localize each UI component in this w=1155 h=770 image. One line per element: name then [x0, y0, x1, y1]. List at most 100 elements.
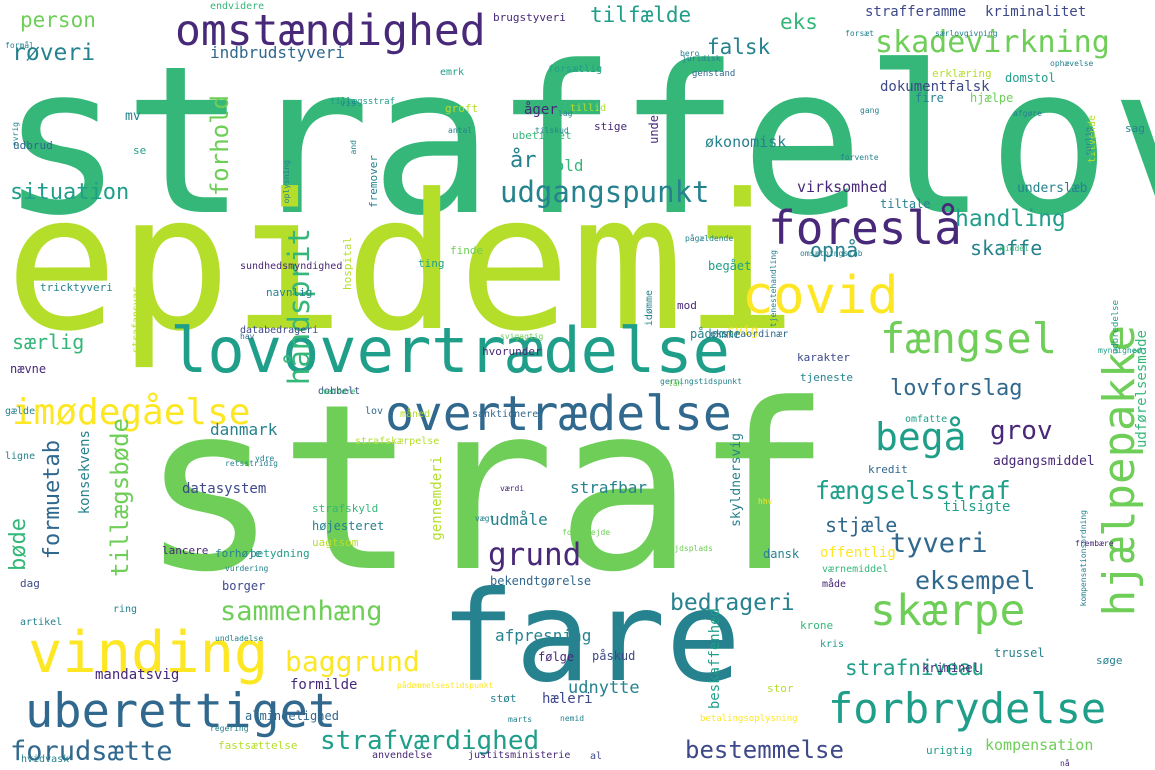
word-maade: måde — [822, 579, 847, 590]
word-idoemme: idømme — [644, 290, 655, 327]
word-overtraedelse: overtrædelse — [385, 386, 732, 442]
word-vurdering: vurdering — [225, 564, 269, 573]
word-grund: grund — [488, 537, 582, 573]
word-dobbelt: dobbelt — [318, 386, 361, 397]
word-stoet: støt — [490, 692, 517, 705]
word-regering: regering — [210, 724, 249, 733]
word-fare: fare — [440, 565, 742, 710]
word-sammenhaeng: sammenhæng — [220, 596, 383, 627]
word-faengsel: fængsel — [880, 314, 1058, 363]
word-saerlovgivning: særlovgivning — [935, 29, 998, 38]
word-kredit: kredit — [868, 463, 908, 476]
word-adgangsmiddel: adgangsmiddel — [993, 454, 1095, 469]
word-domstol: domstol — [1005, 71, 1056, 85]
word-udnytte: udnytte — [568, 678, 640, 698]
word-strafbar: strafbar — [570, 478, 648, 497]
word-formilde: formilde — [290, 677, 358, 693]
word-dag: dag — [20, 577, 40, 590]
word-vold: vold — [545, 156, 584, 175]
word-strafskyld: strafskyld — [312, 502, 379, 515]
word-myndighed: myndighed — [1098, 346, 1142, 355]
word-formuetab: formuetab — [40, 440, 65, 560]
word-haandsprit: håndsprit — [282, 228, 316, 386]
word-stor: stor — [767, 682, 794, 695]
word-kriminel: kriminel — [922, 661, 980, 675]
word-oplysning: oplysning — [282, 160, 291, 204]
word-ting: ting — [418, 257, 445, 270]
word-gaelde: gælde — [5, 406, 36, 417]
word-dokumentfalsk: dokumentfalsk — [880, 79, 990, 95]
word-naa: nå — [1060, 759, 1070, 768]
word-mod: mod — [677, 299, 697, 312]
word-aar: år — [510, 148, 537, 173]
word-gang: gang — [860, 106, 880, 115]
word-tillaegsstraf: tillægsstraf — [330, 97, 396, 107]
word-strafvaerdighed: strafværdighed — [320, 726, 540, 756]
word-grov: grov — [990, 416, 1053, 446]
word-omstaendighed: omstændighed — [175, 6, 486, 56]
word-foreslaa: foreslå — [768, 201, 962, 255]
word-karakter: karakter — [797, 351, 850, 364]
word-retsstridig: retsstridig — [225, 459, 278, 468]
word-virksomhed: virksomhed — [797, 178, 888, 196]
word-sundhedsmyndighed: sundhedsmyndighed — [240, 261, 343, 272]
word-haeleri: hæleri — [542, 691, 593, 707]
word-eks: eks — [780, 10, 818, 34]
word-afgoere: afgøre — [1013, 109, 1042, 118]
word-forvente: forvente — [840, 153, 879, 162]
word-sag: sag — [1125, 122, 1145, 135]
word-vaerdi: værdi — [500, 484, 525, 493]
word-urigtig: urigtig — [926, 744, 973, 757]
word-skaffe: skaffe — [970, 236, 1043, 260]
word-gennem: gennem — [429, 490, 445, 541]
word-krone: krone — [800, 619, 834, 632]
word-udbredelse: udbredelse — [1111, 300, 1121, 355]
word-handling: handling — [955, 206, 1066, 232]
word-finde: finde — [450, 244, 484, 257]
word-and: and — [349, 140, 358, 155]
word-skadevirkning: skadevirkning — [875, 25, 1110, 60]
word-lancere: lancere — [162, 544, 209, 557]
word-skaerpe: skærpe — [870, 586, 1026, 636]
word-tilfaelde: tilfælde — [590, 3, 692, 27]
word-se: se — [133, 144, 147, 157]
word-aager: åger — [524, 102, 558, 118]
word-kriminalitet: kriminalitet — [985, 4, 1087, 20]
word-situation: situation — [10, 180, 130, 205]
word-datasystem: datasystem — [182, 481, 267, 497]
word-paaskud: påskud — [592, 649, 636, 663]
word-bestemmelse: bestemmelse — [685, 736, 844, 764]
word-tiltale: tiltale — [880, 197, 931, 211]
word-begaa: begå — [875, 415, 967, 459]
word-beskaffenhed: beskaffenhed — [707, 608, 723, 710]
word-begaaet: begået — [708, 259, 752, 273]
word-afpresning: afpresning — [495, 626, 592, 645]
word-vaernemiddel: værnemiddel — [822, 564, 889, 575]
word-roeveri: røveri — [12, 40, 96, 66]
word-betydning: betydning — [250, 547, 310, 560]
word-opnaa: opnå — [810, 238, 859, 262]
word-tjenestehandling: tjenestehandling — [769, 250, 778, 328]
word-nemid: nemid — [560, 714, 585, 723]
word-bedrageri: bedrageri — [670, 590, 795, 616]
word-forhold: forhold — [206, 95, 234, 197]
word-avrig: avrig — [11, 122, 20, 147]
word-tillaegsboede: tillægsbøde — [106, 418, 134, 577]
word-navnlig: navnlig — [266, 286, 313, 299]
word-falsk: falsk — [707, 35, 771, 59]
word-fire: fire — [915, 91, 944, 105]
word-hjaelpe: hjælpe — [970, 91, 1014, 105]
word-unde: unde — [647, 115, 661, 144]
word-skyldnersvig: skyldnersvig — [729, 433, 744, 527]
word-hoejesteret: højesteret — [312, 519, 385, 533]
word-boede: bøde — [6, 518, 31, 571]
word-lov: lov — [365, 406, 384, 417]
word-omfatte: omfatte — [905, 414, 948, 425]
word-straf: straf — [140, 356, 833, 623]
word-undladelse: undladelse — [215, 634, 264, 643]
word-ring: ring — [113, 604, 138, 615]
word-juridisk: juridisk — [682, 54, 721, 63]
word-bekendtgoerelse: bekendtgørelse — [490, 574, 592, 588]
word-ekstraordinaer: ekstraordinær — [710, 329, 789, 340]
